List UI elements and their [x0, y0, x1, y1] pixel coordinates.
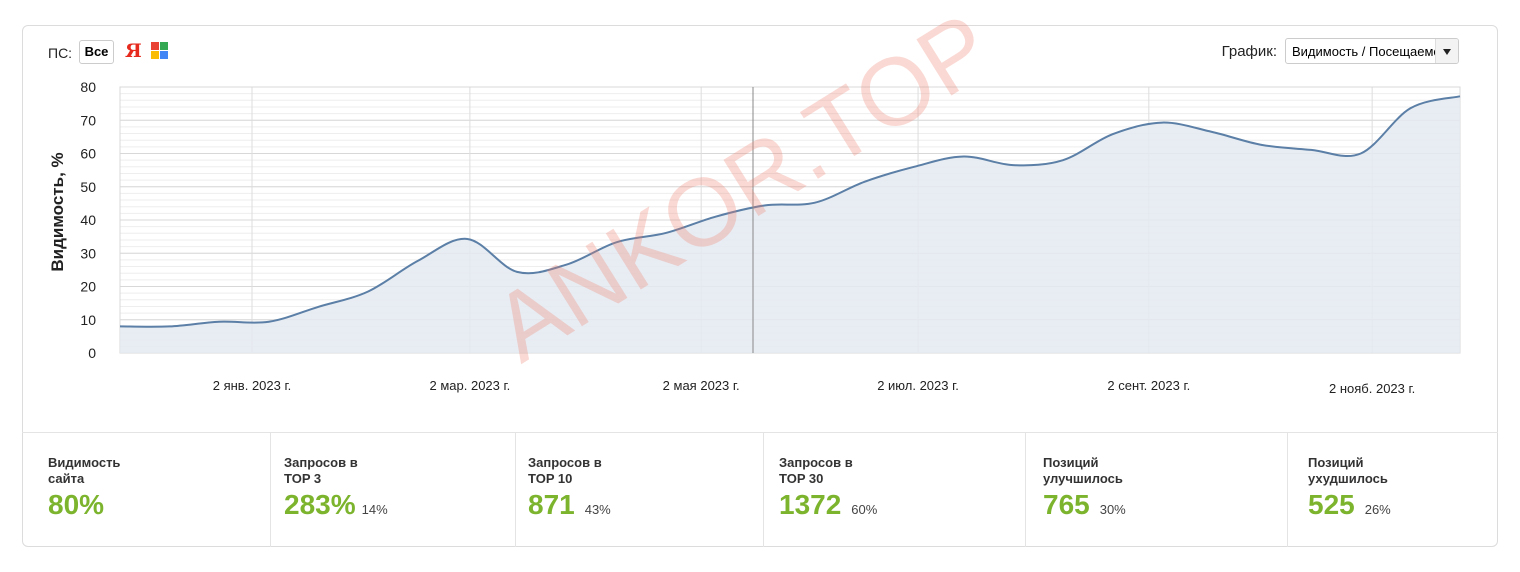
x-tick-label: 2 нояб. 2023 г.	[1329, 381, 1415, 396]
stat-number: 1372	[779, 489, 842, 520]
x-tick-label: 2 мар. 2023 г.	[430, 378, 511, 393]
select-arrow[interactable]	[1435, 39, 1458, 63]
stat-title: Запросов в TOP 3	[284, 455, 358, 487]
chart-label: График:	[1221, 43, 1277, 60]
x-tick-label: 2 янв. 2023 г.	[213, 378, 292, 393]
stat-title-line: TOP 30	[779, 471, 824, 486]
stat-title-line: ухудшилось	[1308, 471, 1388, 486]
y-tick-label: 40	[80, 212, 96, 228]
stat-title-line: улучшилось	[1043, 471, 1123, 486]
x-tick-label: 2 июл. 2023 г.	[877, 378, 959, 393]
stat: Позиций улучшилось 765 30%	[1026, 433, 1288, 547]
area-fill	[120, 96, 1460, 353]
x-tick-label: 2 сент. 2023 г.	[1107, 378, 1190, 393]
chart: 0 10 20 30 40 50 60 70 80 2 янв. 2023 г. 2 мар. 20…	[48, 0, 1461, 396]
stat-change: 26%	[1364, 502, 1391, 517]
card	[22, 25, 1498, 547]
stat-number: 525	[1308, 489, 1355, 520]
stat-title-line: Позиций	[1308, 455, 1364, 470]
stat-title-line: TOP 10	[528, 471, 573, 486]
y-tick-label: 20	[80, 279, 96, 295]
select-text: Видимость / Посещаемо	[1292, 44, 1441, 59]
stat-change: 30%	[1099, 502, 1126, 517]
stat-title-line: Запросов в	[284, 455, 358, 470]
stat-title-line: TOP 3	[284, 471, 322, 486]
stat: Запросов в TOP 30 1372 60%	[764, 433, 1026, 547]
stat-value: 525 26%	[1308, 489, 1391, 521]
all-engines-button[interactable]: Все	[79, 40, 114, 64]
y-tick-label: 10	[80, 312, 96, 328]
stat-number: 80%	[48, 489, 105, 520]
stat-title: Запросов в TOP 10	[528, 455, 602, 487]
stats-row: Видимость сайта 80% Запросов в TOP 3 283% 14% З…	[22, 432, 1498, 547]
stat-value: 283% 14%	[284, 489, 388, 521]
stat: Видимость сайта 80%	[22, 433, 271, 547]
chart-select[interactable]: Видимость / Посещаемо	[1285, 38, 1459, 64]
stat-change: 60%	[851, 502, 878, 517]
stat-title-line: Видимость	[48, 455, 121, 470]
stat-value: 1372 60%	[779, 489, 877, 521]
stat: Запросов в TOP 3 283% 14%	[271, 433, 516, 547]
stat-number: 871	[528, 489, 575, 520]
yandex-button[interactable]: Я	[125, 40, 142, 62]
stat-title: Позиций улучшилось	[1043, 455, 1123, 487]
stat-title: Видимость сайта	[48, 455, 120, 487]
stat: Позиций ухудшилось 525 26%	[1288, 433, 1497, 547]
stat-title: Запросов в TOP 30	[779, 455, 853, 487]
y-tick-label: 60	[80, 146, 96, 162]
stat-number: 283%	[284, 489, 356, 520]
y-tick-label: 80	[80, 79, 96, 95]
x-tick-label: 2 мая 2023 г.	[663, 378, 740, 393]
stat-change: 43%	[584, 502, 611, 517]
engines-label: ПС:	[48, 45, 73, 61]
google-button[interactable]	[150, 41, 170, 61]
stat-title-line: Позиций	[1043, 455, 1099, 470]
stat-value: 80%	[48, 489, 104, 521]
y-tick-label: 70	[80, 112, 96, 128]
y-tick-label: 0	[88, 345, 96, 361]
line	[119, 95, 1461, 328]
y-tick-label: 50	[80, 179, 96, 195]
stat-value: 765 30%	[1043, 489, 1126, 521]
stat-change: 14%	[361, 502, 388, 517]
stat-title-line: Запросов в	[528, 455, 602, 470]
y-axis-label: Видимость, %	[48, 152, 67, 271]
stat-title: Позиций ухудшилось	[1308, 455, 1388, 487]
stat: Запросов в TOP 10 871 43%	[516, 433, 764, 547]
stat-title-line: сайта	[48, 471, 85, 486]
stat-title-line: Запросов в	[779, 455, 853, 470]
stat-value: 871 43%	[528, 489, 611, 521]
y-tick-label: 30	[80, 245, 96, 261]
stat-number: 765	[1043, 489, 1090, 520]
